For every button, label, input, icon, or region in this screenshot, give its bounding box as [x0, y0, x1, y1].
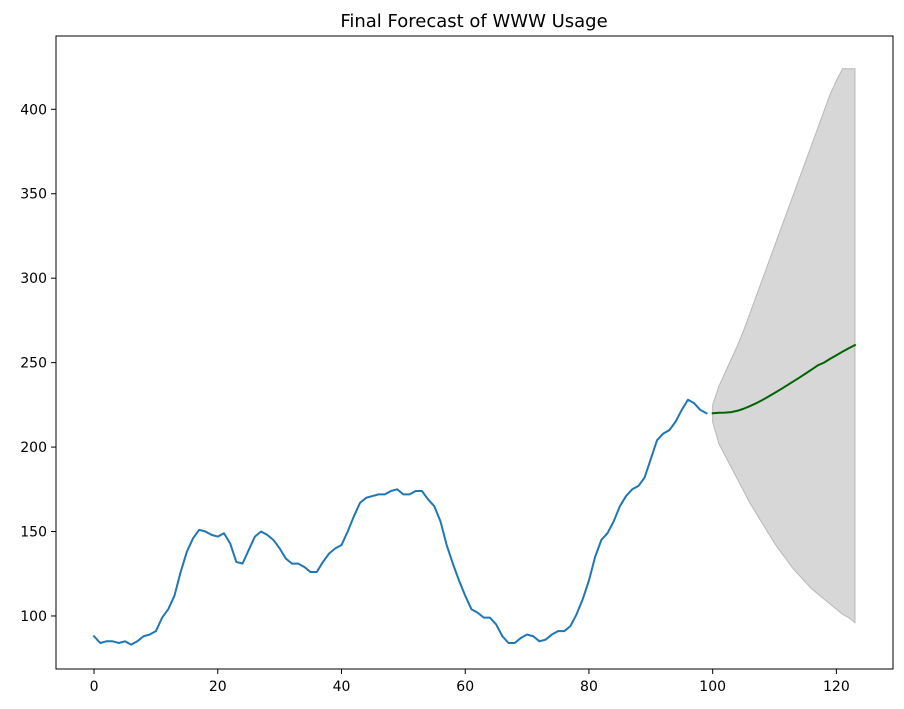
y-tick-label: 400	[20, 102, 47, 118]
y-tick-label: 350	[20, 187, 47, 203]
x-tick-label: 20	[209, 679, 227, 695]
y-tick-label: 300	[20, 271, 47, 287]
y-tick-label: 150	[20, 525, 47, 541]
plot-area	[92, 68, 857, 646]
y-tick-label: 250	[20, 356, 47, 372]
chart-title: Final Forecast of WWW Usage	[340, 11, 607, 32]
x-tick-label: 120	[823, 679, 850, 695]
series-line-observed	[92, 398, 708, 646]
confidence-band	[712, 68, 856, 624]
y-tick-label: 200	[20, 440, 47, 456]
x-tick-label: 0	[90, 679, 99, 695]
axes: 0 20 40 60 80 100 120 100 150 200 250 300 350 400	[20, 35, 894, 695]
y-tick-label: 100	[20, 609, 47, 625]
x-tick-label: 60	[456, 679, 474, 695]
axes-frame	[55, 35, 894, 670]
x-tick-label: 80	[580, 679, 598, 695]
x-tick-label: 100	[699, 679, 726, 695]
x-tick-label: 40	[333, 679, 351, 695]
series-line-forecast	[711, 343, 857, 415]
